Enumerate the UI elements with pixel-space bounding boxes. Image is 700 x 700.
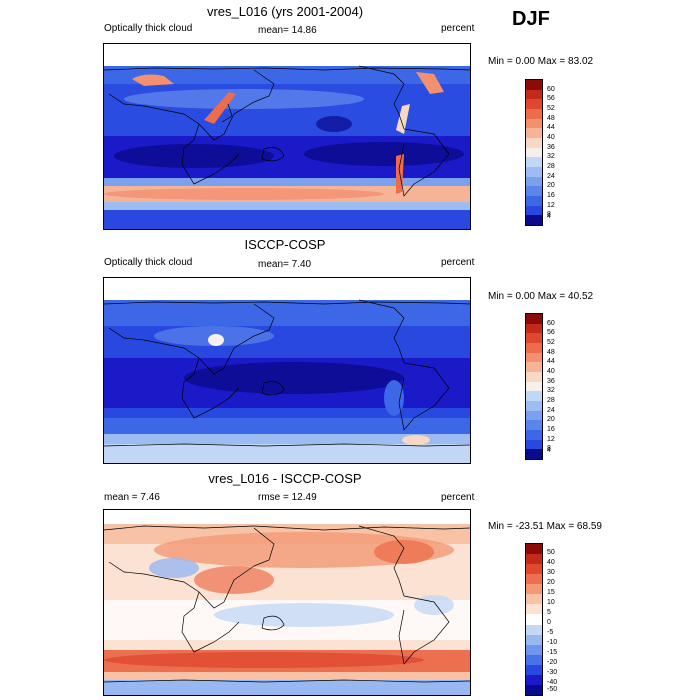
colorbar-observation xyxy=(525,313,543,460)
panel-minmax: Min = 0.00 Max = 83.02 xyxy=(488,56,594,67)
colorbar-tick: 44 xyxy=(547,124,555,131)
map-observation xyxy=(103,277,471,464)
colorbar-tick: 44 xyxy=(547,358,555,365)
colorbar-tick: 0 xyxy=(547,619,551,626)
colorbar-tick: 20 xyxy=(547,579,555,586)
colorbar-tick: -30 xyxy=(547,669,558,676)
panel-mean: mean= 7.40 xyxy=(258,259,312,270)
colorbar-tick: 52 xyxy=(547,105,555,112)
panel-minmax: Min = -23.51 Max = 68.59 xyxy=(488,521,602,532)
colorbar-tick: 15 xyxy=(547,589,555,596)
colorbar-tick: -15 xyxy=(547,649,558,656)
colorbar-tick: 32 xyxy=(547,387,555,394)
colorbar-tick: 12 xyxy=(547,436,555,443)
colorbar-tick: 56 xyxy=(547,329,555,336)
colorbar-tick: 12 xyxy=(547,202,555,209)
colorbar-tick: 40 xyxy=(547,134,555,141)
colorbar-tick: 4 xyxy=(547,213,551,220)
colorbar-tick: 40 xyxy=(547,368,555,375)
colorbar-tick: 20 xyxy=(547,416,555,423)
panel-left-label: Optically thick cloud xyxy=(104,23,193,34)
colorbar-tick: 16 xyxy=(547,426,555,433)
colorbar-tick: -50 xyxy=(547,686,558,693)
colorbar-tick: 5 xyxy=(547,609,551,616)
colorbar-tick: 20 xyxy=(547,182,555,189)
colorbar-tick: 60 xyxy=(547,320,555,327)
panel-left-label: Optically thick cloud xyxy=(104,257,193,268)
colorbar-tick: 28 xyxy=(547,163,555,170)
colorbar-tick: 24 xyxy=(547,407,555,414)
colorbar-tick: -40 xyxy=(547,679,558,686)
colorbar-tick: 48 xyxy=(547,349,555,356)
panel-title: vres_L016 (yrs 2001-2004) xyxy=(206,4,364,19)
season-label: DJF xyxy=(512,8,550,30)
panel-title: ISCCP-COSP xyxy=(244,237,326,252)
colorbar-tick: 36 xyxy=(547,144,555,151)
colorbar-tick: 4 xyxy=(547,447,551,454)
colorbar-tick: -20 xyxy=(547,659,558,666)
panel-units: percent xyxy=(441,23,475,34)
colorbar-difference xyxy=(525,543,543,696)
colorbar-tick: -10 xyxy=(547,639,558,646)
map-observation-field xyxy=(104,278,470,463)
map-model xyxy=(103,43,471,230)
panel-units: percent xyxy=(441,257,475,268)
colorbar-tick: 8 xyxy=(547,445,551,452)
panel-units: percent xyxy=(441,492,475,503)
colorbar-tick: 24 xyxy=(547,173,555,180)
colorbar-tick: 30 xyxy=(547,569,555,576)
panel-title: vres_L016 - ISCCP-COSP xyxy=(208,471,362,486)
colorbar-tick: 8 xyxy=(547,211,551,218)
map-difference xyxy=(103,509,471,696)
colorbar-tick: 16 xyxy=(547,192,555,199)
colorbar-tick: 48 xyxy=(547,115,555,122)
colorbar-tick: 40 xyxy=(547,559,555,566)
panel-mean: mean= 14.86 xyxy=(258,25,317,36)
colorbar-tick: 52 xyxy=(547,339,555,346)
colorbar-tick: 56 xyxy=(547,95,555,102)
colorbar-tick: 32 xyxy=(547,153,555,160)
colorbar-tick: 60 xyxy=(547,86,555,93)
colorbar-tick: 28 xyxy=(547,397,555,404)
panel-rmse: rmse = 12.49 xyxy=(258,492,317,503)
panel-left-label: mean = 7.46 xyxy=(104,492,160,503)
panel-minmax: Min = 0.00 Max = 40.52 xyxy=(488,291,594,302)
colorbar-tick: 50 xyxy=(547,549,555,556)
colorbar-model xyxy=(525,79,543,226)
colorbar-tick: -5 xyxy=(547,629,554,636)
map-difference-field xyxy=(104,510,470,695)
colorbar-tick: 36 xyxy=(547,378,555,385)
colorbar-tick: 10 xyxy=(547,599,555,606)
map-model-field xyxy=(104,44,470,229)
